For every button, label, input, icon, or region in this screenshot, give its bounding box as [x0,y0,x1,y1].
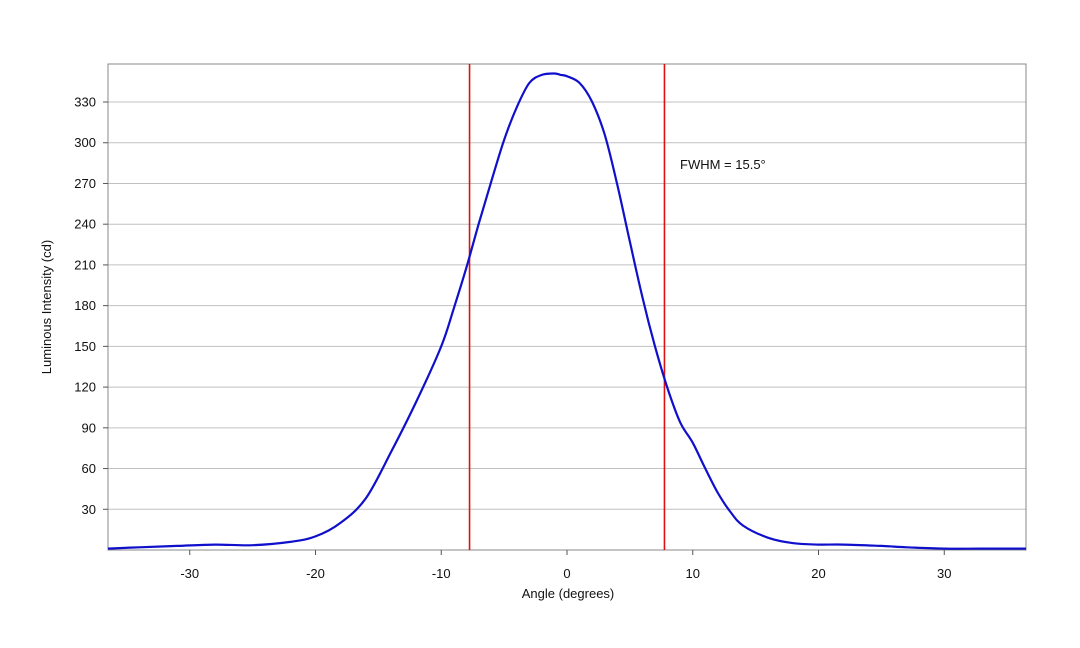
x-tick-label: 20 [811,566,825,581]
fwhm-marker-lines [468,64,666,550]
x-tick-label: 0 [563,566,570,581]
y-tick-label: 90 [82,420,96,435]
grid-lines [108,101,1026,510]
plot-frame [107,63,1027,551]
x-tick-label: -10 [432,566,451,581]
y-tick-label: 180 [74,298,96,313]
y-tick-label: 120 [74,380,96,395]
y-tick-label: 30 [82,502,96,517]
x-tick-label: -30 [180,566,199,581]
intensity-curve [107,72,1026,550]
x-tick-label: 10 [686,566,700,581]
x-axis-title: Angle (degrees) [522,586,615,601]
y-tick-label: 150 [74,339,96,354]
x-axis-ticks: -30 -20 -10 0 10 20 30 [180,550,951,581]
x-tick-label: 30 [937,566,951,581]
y-tick-label: 270 [74,176,96,191]
y-tick-label: 300 [74,135,96,150]
y-tick-label: 210 [74,257,96,272]
y-axis-title: Luminous Intensity (cd) [39,240,54,374]
y-tick-label: 60 [82,461,96,476]
fwhm-annotation: FWHM = 15.5° [680,157,766,172]
y-tick-label: 240 [74,217,96,232]
x-tick-label: -20 [306,566,325,581]
y-axis-ticks: 30 60 90 120 150 180 210 240 270 300 330 [74,95,108,517]
y-tick-label: 330 [74,95,96,110]
